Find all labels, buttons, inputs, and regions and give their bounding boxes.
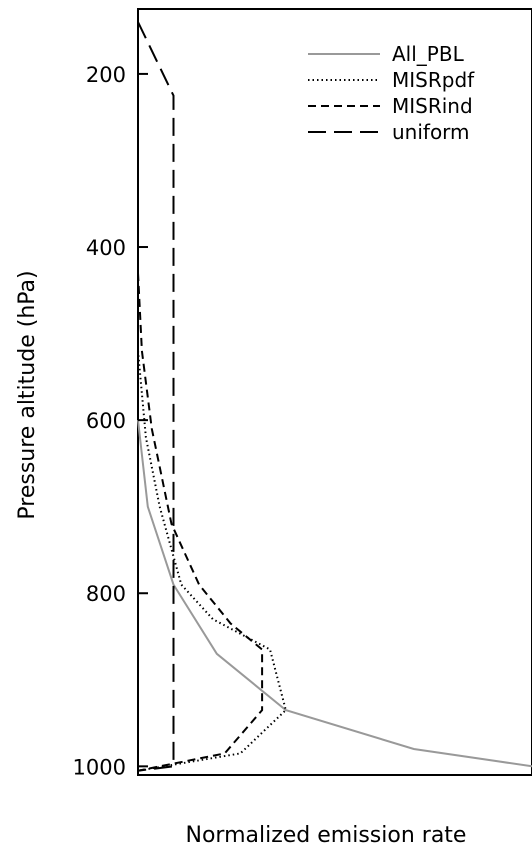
legend-label-all-pbl: All_PBL — [392, 42, 465, 66]
y-axis: 200 400 600 800 1000 — [73, 63, 148, 779]
legend-label-uniform: uniform — [392, 120, 470, 144]
y-tick-label: 800 — [86, 582, 126, 606]
y-tick-label: 600 — [86, 409, 126, 433]
series-line-misrind — [137, 272, 264, 772]
y-tick-label: 200 — [86, 63, 126, 87]
series-line-misrpdf — [137, 350, 287, 772]
series-line-all-pbl — [137, 419, 532, 768]
series-line-uniform — [137, 21, 175, 772]
plot-frame — [137, 8, 532, 776]
series-layer — [137, 21, 532, 772]
y-tick-label: 400 — [86, 236, 126, 260]
legend-label-misrpdf: MISRpdf — [392, 68, 475, 92]
legend-label-misrind: MISRind — [392, 94, 473, 118]
y-tick-label: 1000 — [73, 755, 126, 779]
y-axis-title: Pressure altitude (hPa) — [15, 270, 40, 519]
x-axis-title: Normalized emission rate — [186, 823, 467, 848]
